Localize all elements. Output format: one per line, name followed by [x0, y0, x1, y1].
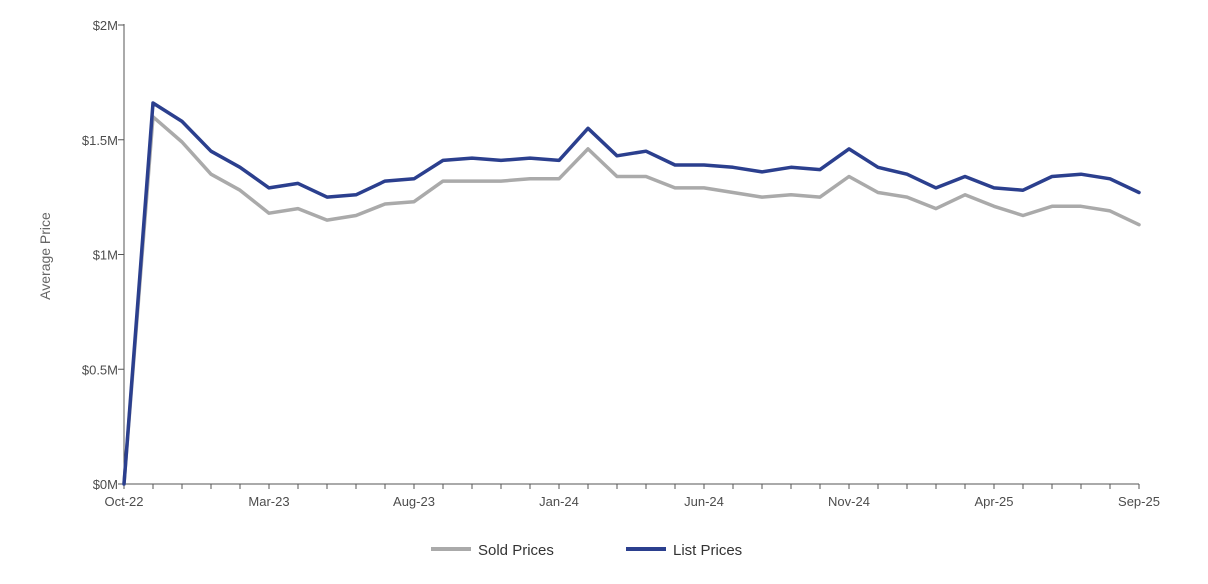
y-tick-label: $0M [93, 477, 118, 492]
x-tick-label: Jun-24 [684, 494, 724, 509]
y-axis-title: Average Price [37, 212, 53, 300]
y-tick-label: $0.5M [82, 362, 118, 377]
legend-label: Sold Prices [478, 542, 554, 559]
y-tick-label: $2M [93, 18, 118, 33]
x-tick-label: Sep-25 [1118, 494, 1160, 509]
x-tick-label: Jan-24 [539, 494, 579, 509]
x-tick-label: Oct-22 [104, 494, 143, 509]
x-tick-label: Nov-24 [828, 494, 870, 509]
series-line-list-prices [122, 101, 1141, 486]
legend: Sold Prices List Prices [431, 542, 742, 559]
x-tick-label: Apr-25 [974, 494, 1013, 509]
series-line-sold-prices [122, 115, 1141, 486]
chart-axes: $0M $0.5M $1M $1.5M $2M Oct-22 Mar-23 Aug-23 Jan… [82, 18, 1160, 509]
y-tick-label: $1M [93, 248, 118, 263]
legend-label: List Prices [673, 542, 742, 559]
y-tick-label: $1.5M [82, 133, 118, 148]
x-tick-label: Aug-23 [393, 494, 435, 509]
series-layer [122, 101, 1141, 486]
x-tick-label: Mar-23 [248, 494, 289, 509]
